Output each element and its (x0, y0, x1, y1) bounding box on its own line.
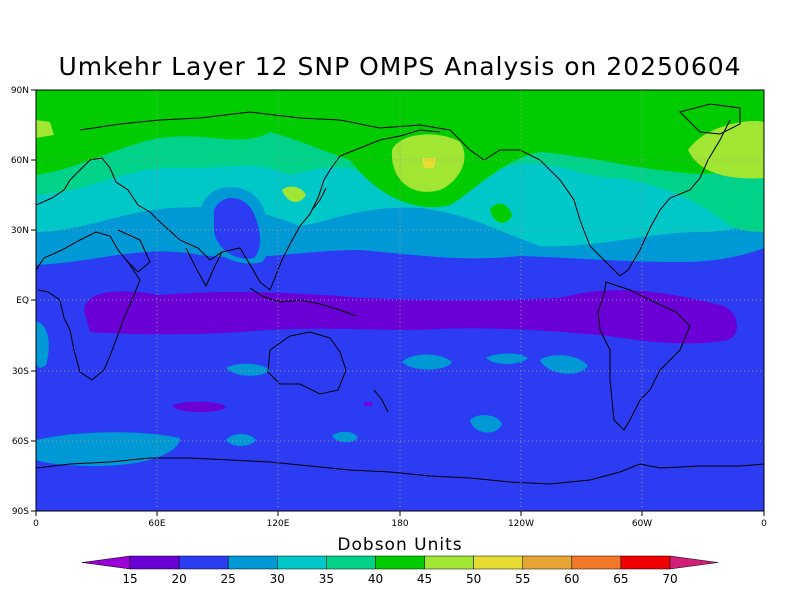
colorbar-swatch (178, 555, 229, 570)
colorbar: 15 20 25 30 35 40 45 50 55 60 65 70 (81, 555, 719, 586)
colorbar-tick-label: 35 (319, 572, 334, 586)
patch-25-30-south-pacific-2 (486, 353, 528, 364)
colorbar-tick-label: 65 (613, 572, 628, 586)
coast-greenland (679, 103, 741, 135)
patch-40-45-pacific (490, 203, 512, 223)
lat-label: 90N (11, 86, 29, 96)
colorbar-swatch (326, 555, 376, 570)
patch-15-20-south-pacific (364, 402, 372, 406)
colorbar-tick-label: 40 (368, 572, 383, 586)
patch-25-30-south-pacific-3 (540, 355, 588, 374)
lon-label: 60W (632, 519, 652, 529)
patch-25-30-south-mid2 (332, 431, 358, 443)
colorbar-under-triangle (81, 555, 131, 570)
colorbar-swatch (424, 555, 474, 570)
band-15-20-tropics (84, 290, 738, 344)
lat-label: 60N (11, 156, 29, 166)
lon-label: 120E (267, 519, 290, 529)
colorbar-tick-label: 15 (122, 572, 137, 586)
colorbar-swatch (227, 555, 278, 570)
lat-label: 30S (12, 367, 29, 377)
colorbar-swatch (129, 555, 180, 570)
gridlines (36, 90, 764, 511)
colorbar-swatch (522, 555, 573, 570)
patch-45-50-atlantic (688, 120, 764, 179)
patch-15-20-south (172, 401, 226, 413)
colorbar-tick-label: 20 (171, 572, 186, 586)
coast-new-zealand (373, 389, 389, 413)
lon-label: 0 (761, 519, 767, 529)
coast-antarctica (36, 457, 764, 485)
lon-label: 120W (508, 519, 534, 529)
tick-marks (31, 89, 765, 516)
coast-siberia-north (79, 111, 485, 161)
patch-25-30-south-pacific-1 (402, 354, 452, 370)
colorbar-swatch (571, 555, 622, 570)
lon-label: 60E (148, 519, 165, 529)
coastlines (36, 103, 764, 485)
patch-45-50-arctic-left (36, 120, 54, 138)
coast-south-america (597, 281, 691, 431)
colorbar-swatch (620, 555, 671, 570)
lon-label: 0 (33, 519, 39, 529)
colorbar-swatch (473, 555, 523, 570)
coast-europe (36, 157, 161, 223)
coast-asia (159, 129, 441, 291)
colorbar-swatch (375, 555, 425, 570)
page-title: Umkehr Layer 12 SNP OMPS Analysis on 202… (58, 52, 742, 81)
colorbar-tick-label: 25 (221, 572, 236, 586)
lat-label: EQ (16, 296, 29, 306)
lat-label: 90S (12, 507, 29, 517)
low-tibet-20-25 (214, 198, 260, 259)
colorbar-tick-label: 70 (662, 572, 677, 586)
coast-japan (311, 187, 327, 211)
colorbar-swatch (277, 555, 327, 570)
lat-label: 30N (11, 226, 29, 236)
lon-label: 180 (391, 519, 408, 529)
coast-india (185, 247, 223, 288)
colorbar-tick-label: 50 (466, 572, 481, 586)
lat-label: 60S (12, 437, 29, 447)
patch-25-30-south-mid (226, 434, 256, 446)
coast-arabia (117, 229, 151, 273)
colorbar-tick-label: 45 (417, 572, 432, 586)
patch-25-30-south-indian (36, 322, 49, 368)
patch-25-30-south-west (470, 415, 502, 433)
colorbar-title: Dobson Units (337, 535, 463, 555)
colorbar-tick-label: 30 (270, 572, 285, 586)
patch-45-50-east-asia (282, 186, 306, 202)
patch-25-30-tasman (226, 363, 270, 376)
colorbar-over-triangle (669, 555, 719, 570)
colorbar-tick-label: 60 (564, 572, 579, 586)
coast-africa (36, 231, 141, 381)
colorbar-tick-label: 55 (515, 572, 530, 586)
coast-north-america (483, 119, 731, 277)
